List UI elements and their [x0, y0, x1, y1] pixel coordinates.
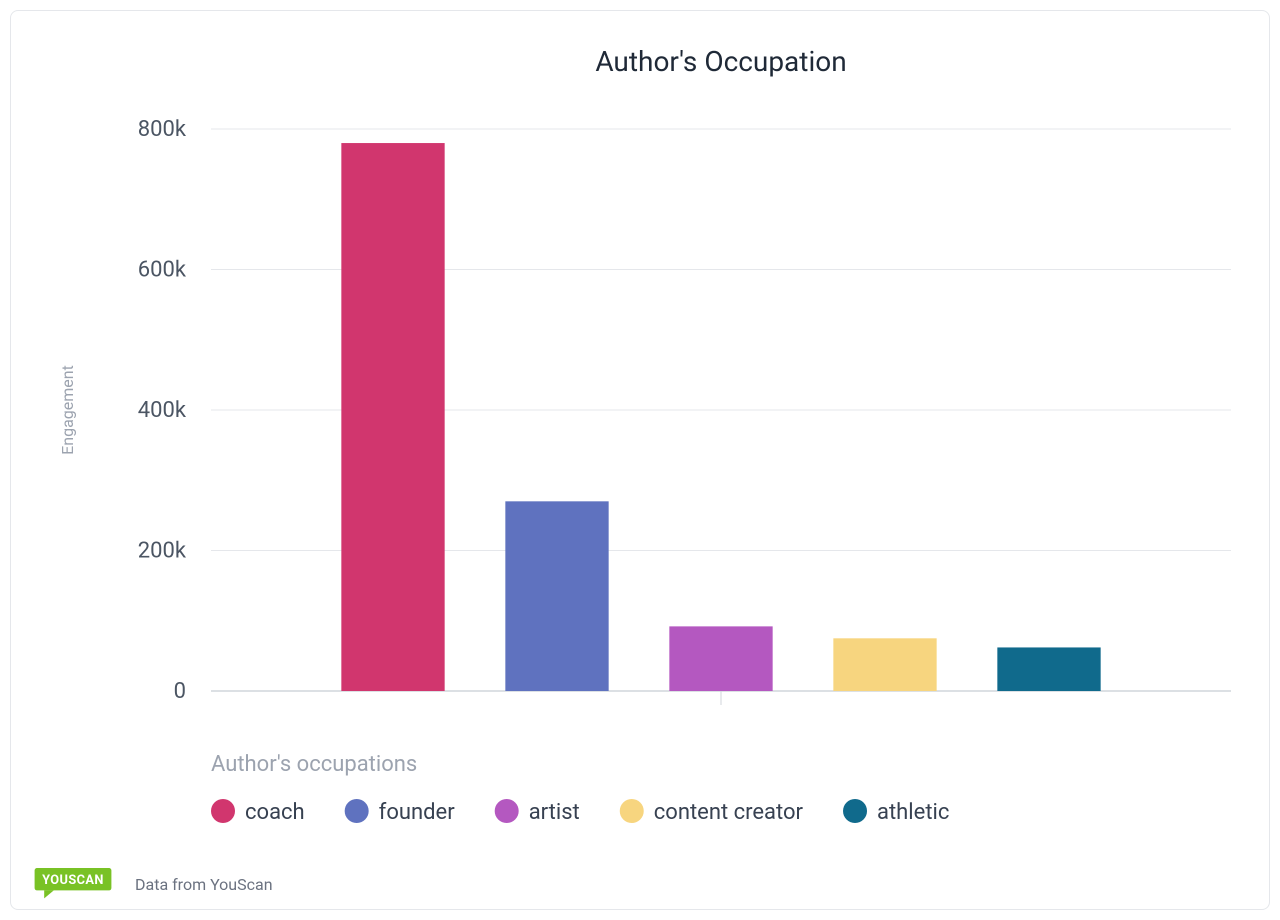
- legend-label: artist: [529, 800, 580, 825]
- legend-label: content creator: [654, 800, 804, 825]
- bar-founder: [505, 501, 608, 691]
- legend-marker-icon: [211, 799, 235, 823]
- logo-text: YOUSCAN: [42, 873, 104, 888]
- y-tick-label: 600k: [138, 258, 187, 283]
- y-tick-label: 400k: [138, 398, 187, 423]
- bar-chart: Author's Occupation 0 200k 400k 600k 800k Enga…: [11, 11, 1271, 861]
- y-tick-label: 200k: [138, 539, 187, 564]
- y-tick-label: 0: [174, 679, 186, 704]
- bar-artist: [669, 626, 772, 691]
- chart-card: Author's Occupation 0 200k 400k 600k 800k Enga…: [10, 10, 1270, 910]
- legend-item: athletic: [843, 799, 949, 825]
- legend-title: Author's occupations: [211, 752, 417, 777]
- bar-athletic: [997, 647, 1100, 691]
- bar-coach: [341, 143, 444, 691]
- legend-label: athletic: [877, 800, 949, 825]
- chart-title: Author's Occupation: [595, 45, 846, 78]
- legend-marker-icon: [495, 799, 519, 823]
- youscan-logo: YOUSCAN: [25, 868, 121, 900]
- footer-caption: Data from YouScan: [135, 875, 273, 894]
- bar-content-creator: [833, 638, 936, 691]
- y-tick-label: 800k: [138, 117, 187, 142]
- y-axis-label: Engagement: [58, 365, 77, 455]
- legend-item: content creator: [620, 799, 804, 825]
- legend-item: founder: [345, 799, 456, 825]
- legend-label: coach: [245, 800, 305, 825]
- legend-marker-icon: [843, 799, 867, 823]
- legend-marker-icon: [345, 799, 369, 823]
- legend-item: artist: [495, 799, 580, 825]
- legend-label: founder: [379, 800, 456, 825]
- legend-item: coach: [211, 799, 305, 825]
- legend-marker-icon: [620, 799, 644, 823]
- footer: YOUSCAN Data from YouScan: [11, 859, 1269, 909]
- chart-area: Author's Occupation 0 200k 400k 600k 800k Enga…: [11, 11, 1269, 861]
